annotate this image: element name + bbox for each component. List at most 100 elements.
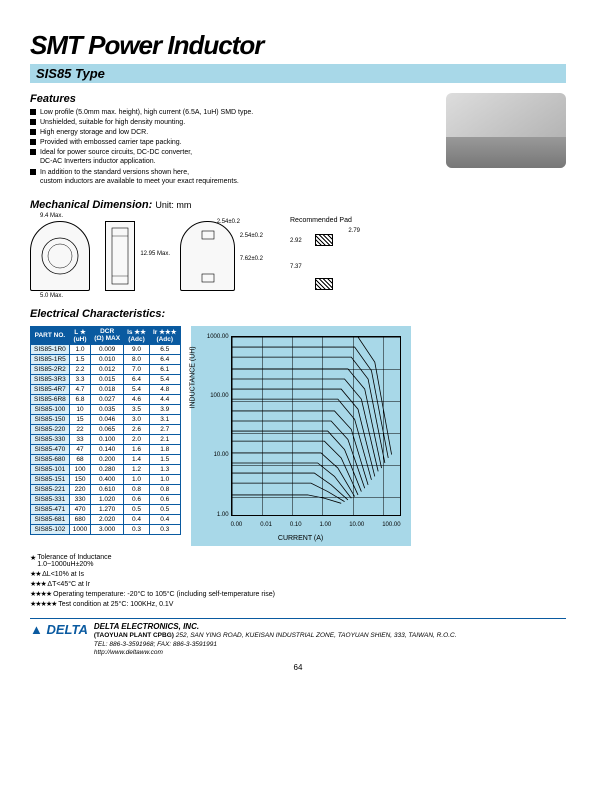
table-cell: 15 — [69, 414, 90, 424]
subtitle-bar: SIS85 Type — [30, 64, 566, 83]
table-cell: 4.4 — [149, 394, 180, 404]
table-cell: SIS85-100 — [31, 404, 70, 414]
table-cell: 8.0 — [124, 354, 150, 364]
mechanical-heading: Mechanical Dimension: Unit: mm — [30, 199, 566, 211]
bullet-icon — [30, 169, 36, 175]
feature-item: Low profile (5.0mm max. height), high cu… — [30, 108, 436, 117]
table-cell: 1.020 — [91, 494, 124, 504]
mechanical-drawings: 9.4 Max. 5.0 Max. 12.95 Max. 2.54±0.2 2.… — [30, 217, 566, 296]
table-row: SIS85-220220.0652.62.7 — [31, 424, 181, 434]
table-cell: 470 — [69, 504, 90, 514]
table-row: SIS85-680680.2001.41.5 — [31, 454, 181, 464]
table-cell: 0.035 — [91, 404, 124, 414]
table-cell: 1.5 — [149, 454, 180, 464]
table-cell: 3.1 — [149, 414, 180, 424]
table-cell: 6.5 — [149, 344, 180, 354]
chart-xtick: 0.01 — [260, 522, 272, 528]
table-cell: 3.3 — [69, 374, 90, 384]
table-cell: 1.0 — [69, 344, 90, 354]
table-cell: SIS85-151 — [31, 474, 70, 484]
product-image — [446, 93, 566, 168]
table-cell: 150 — [69, 474, 90, 484]
dim-length: 12.95 Max. — [140, 251, 170, 257]
table-cell: 1000 — [69, 524, 90, 534]
inductance-chart: INDUCTANCE (UH) 1000.00100.0010.001.00 0… — [191, 326, 411, 546]
table-cell: 4.7 — [69, 384, 90, 394]
table-cell: 0.065 — [91, 424, 124, 434]
table-row: SIS85-6816802.0200.40.4 — [31, 514, 181, 524]
table-header: L ★ (uH) — [69, 326, 90, 344]
table-cell: SIS85-681 — [31, 514, 70, 524]
features-heading: Features — [30, 93, 436, 105]
table-cell: 6.4 — [124, 374, 150, 384]
table-cell: 6.4 — [149, 354, 180, 364]
footer-tel: TEL: 886-3-3591968; FAX: 886-3-3591991 — [94, 641, 217, 648]
table-cell: SIS85-470 — [31, 444, 70, 454]
table-cell: 3.0 — [124, 414, 150, 424]
footer-plant: (TAOYUAN PLANT CPBG) — [94, 632, 174, 639]
table-header: DCR (Ω) MAX — [91, 326, 124, 344]
feature-item: In addition to the standard versions sho… — [30, 168, 436, 186]
table-row: SIS85-100100.0353.53.9 — [31, 404, 181, 414]
table-cell: 0.009 — [91, 344, 124, 354]
table-cell: 0.4 — [149, 514, 180, 524]
chart-xtick: 0.00 — [231, 522, 243, 528]
table-row: SIS85-150150.0463.03.1 — [31, 414, 181, 424]
electrical-heading: Electrical Characteristics: — [30, 308, 566, 320]
table-cell: 0.610 — [91, 484, 124, 494]
table-cell: SIS85-220 — [31, 424, 70, 434]
table-cell: 2.7 — [149, 424, 180, 434]
chart-ytick: 1000.00 — [203, 334, 229, 340]
table-cell: 0.400 — [91, 474, 124, 484]
note-4: Operating temperature: -20°C to 105°C (i… — [53, 591, 275, 598]
table-cell: SIS85-2R2 — [31, 364, 70, 374]
table-row: SIS85-2R22.20.0127.06.1 — [31, 364, 181, 374]
table-cell: 0.6 — [149, 494, 180, 504]
table-cell: SIS85-331 — [31, 494, 70, 504]
page-number: 64 — [30, 663, 566, 672]
feature-item: Ideal for power source circuits, DC-DC c… — [30, 148, 436, 166]
delta-logo: ▲ DELTA — [30, 622, 88, 637]
table-cell: 33 — [69, 434, 90, 444]
features-section: Features Low profile (5.0mm max. height)… — [30, 93, 566, 187]
table-cell: SIS85-6R8 — [31, 394, 70, 404]
chart-ytick: 1.00 — [203, 512, 229, 518]
bullet-icon — [30, 109, 36, 115]
table-cell: 3.9 — [149, 404, 180, 414]
table-cell: 47 — [69, 444, 90, 454]
chart-ylabel: INDUCTANCE (UH) — [189, 346, 196, 408]
table-cell: 7.0 — [124, 364, 150, 374]
note-1: Tolerance of Inductance 1.0~1000uH±20% — [37, 554, 111, 568]
table-row: SIS85-2212200.6100.80.8 — [31, 484, 181, 494]
bullet-icon — [30, 149, 36, 155]
table-cell: 1.3 — [149, 464, 180, 474]
table-cell: SIS85-3R3 — [31, 374, 70, 384]
table-header: PART NO. — [31, 326, 70, 344]
table-cell: SIS85-221 — [31, 484, 70, 494]
table-cell: 0.8 — [149, 484, 180, 494]
chart-plot-area — [231, 336, 401, 516]
dim-t1: 2.54±0.2 — [217, 219, 240, 225]
bullet-icon — [30, 129, 36, 135]
table-cell: 2.1 — [149, 434, 180, 444]
footer-address: 252, SAN YING ROAD, KUEISAN INDUSTRIAL Z… — [176, 632, 457, 639]
table-cell: 1.4 — [124, 454, 150, 464]
table-cell: 4.6 — [124, 394, 150, 404]
footer-url: http://www.deltaww.com — [94, 649, 163, 656]
table-cell: 1.0 — [124, 474, 150, 484]
table-cell: 0.280 — [91, 464, 124, 474]
table-cell: 0.4 — [124, 514, 150, 524]
table-cell: 0.100 — [91, 434, 124, 444]
table-row: SIS85-1011000.2801.21.3 — [31, 464, 181, 474]
table-cell: 1.5 — [69, 354, 90, 364]
table-row: SIS85-470470.1401.61.8 — [31, 444, 181, 454]
bullet-icon — [30, 139, 36, 145]
table-cell: 1.0 — [149, 474, 180, 484]
table-row: SIS85-1511500.4001.01.0 — [31, 474, 181, 484]
table-cell: 330 — [69, 494, 90, 504]
table-cell: 68 — [69, 454, 90, 464]
drawing-top — [30, 221, 90, 291]
bullet-icon — [30, 119, 36, 125]
table-cell: 6.1 — [149, 364, 180, 374]
table-cell: 0.6 — [124, 494, 150, 504]
